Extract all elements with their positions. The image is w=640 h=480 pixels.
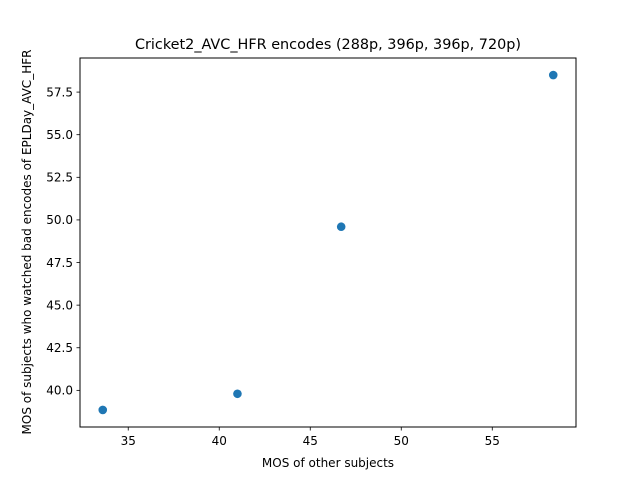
data-series [98, 70, 558, 415]
chart-title: Cricket2_AVC_HFR encodes (288p, 396p, 39… [135, 37, 521, 53]
y-axis-label: MOS of subjects who watched bad encodes … [20, 50, 34, 435]
x-tick-label: 55 [485, 434, 500, 448]
x-tick-label: 50 [394, 434, 409, 448]
y-tick-label: 55.0 [46, 128, 73, 142]
y-axis: 40.0 42.5 45.0 47.5 50.0 52.5 55.0 57.5 [46, 85, 80, 398]
y-tick-label: 47.5 [46, 256, 73, 270]
y-tick-label: 50.0 [46, 213, 73, 227]
x-tick-label: 35 [121, 434, 136, 448]
y-tick-label: 57.5 [46, 85, 73, 99]
data-point [548, 70, 558, 80]
y-tick-label: 45.0 [46, 298, 73, 312]
x-tick-label: 40 [212, 434, 227, 448]
x-tick-label: 45 [303, 434, 318, 448]
plot-area [79, 57, 577, 428]
data-point [233, 389, 242, 399]
data-point [98, 405, 108, 415]
x-axis: 35 40 45 50 55 [121, 427, 500, 448]
y-tick-label: 42.5 [46, 341, 73, 355]
y-tick-label: 52.5 [46, 171, 73, 185]
data-point [336, 222, 346, 232]
x-axis-label: MOS of other subjects [262, 456, 394, 470]
y-tick-label: 40.0 [46, 384, 73, 398]
